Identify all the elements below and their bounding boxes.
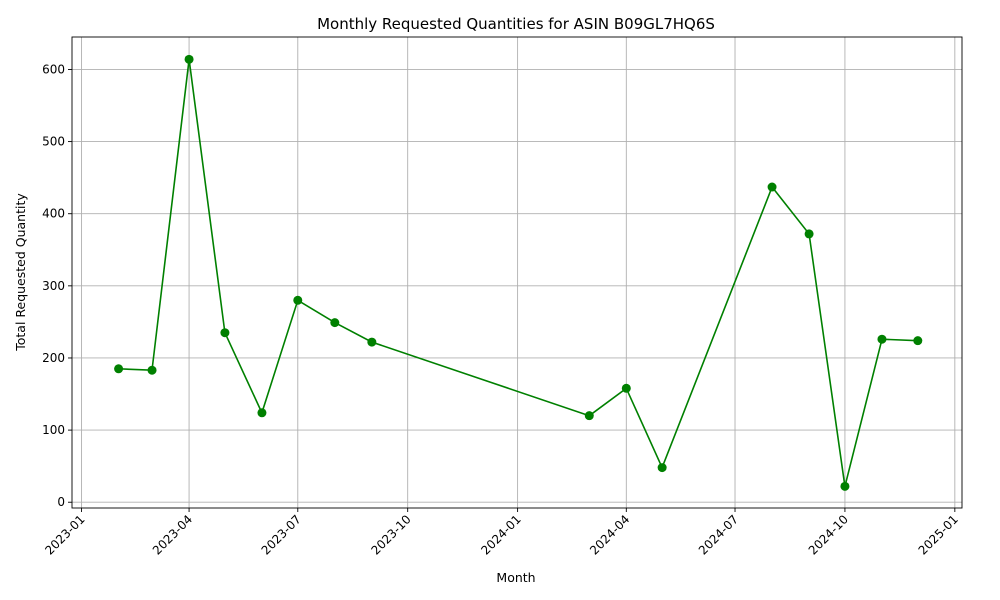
x-tick-label: 2023-10 — [368, 512, 413, 557]
data-point — [584, 411, 594, 421]
x-tick-label: 2023-07 — [259, 512, 304, 557]
y-tick-label: 200 — [42, 351, 65, 365]
data-point — [657, 463, 667, 473]
data-point — [257, 408, 267, 418]
y-tick-label: 100 — [42, 423, 65, 437]
x-axis-label: Month — [496, 570, 535, 585]
y-axis: 0 100 200 300 400 500 600 — [42, 62, 72, 509]
data-point — [877, 334, 887, 344]
plot-frame — [71, 36, 963, 509]
series-layer — [114, 54, 923, 491]
x-tick-label: 2023-01 — [42, 512, 87, 557]
data-point — [184, 54, 194, 64]
x-axis: 2023-01 2023-04 2023-07 2023-10 2024-01 2024-… — [42, 508, 961, 558]
y-tick-label: 300 — [42, 279, 65, 293]
data-point — [767, 182, 777, 192]
x-tick-label: 2025-01 — [916, 512, 961, 557]
x-tick-label: 2024-04 — [587, 512, 632, 557]
grid — [72, 37, 962, 508]
y-tick-label: 400 — [42, 207, 65, 221]
x-tick-label: 2024-07 — [696, 512, 741, 557]
y-tick-label: 500 — [42, 135, 65, 149]
y-tick-label: 600 — [42, 62, 65, 76]
data-point — [293, 295, 303, 305]
data-point — [147, 365, 157, 375]
data-point — [220, 328, 230, 338]
y-tick-label: 0 — [57, 495, 65, 509]
data-point — [913, 336, 923, 346]
x-tick-label: 2024-10 — [806, 512, 851, 557]
series-line — [118, 59, 918, 487]
data-point — [804, 229, 814, 239]
data-point — [114, 364, 124, 374]
chart-title: Monthly Requested Quantities for ASIN B0… — [317, 15, 715, 33]
data-point — [840, 481, 850, 491]
data-point — [330, 318, 340, 328]
y-axis-label: Total Requested Quantity — [13, 193, 28, 352]
data-point — [367, 337, 377, 347]
data-point — [621, 383, 631, 393]
x-tick-label: 2023-04 — [150, 512, 195, 557]
x-tick-label: 2024-01 — [478, 512, 523, 557]
